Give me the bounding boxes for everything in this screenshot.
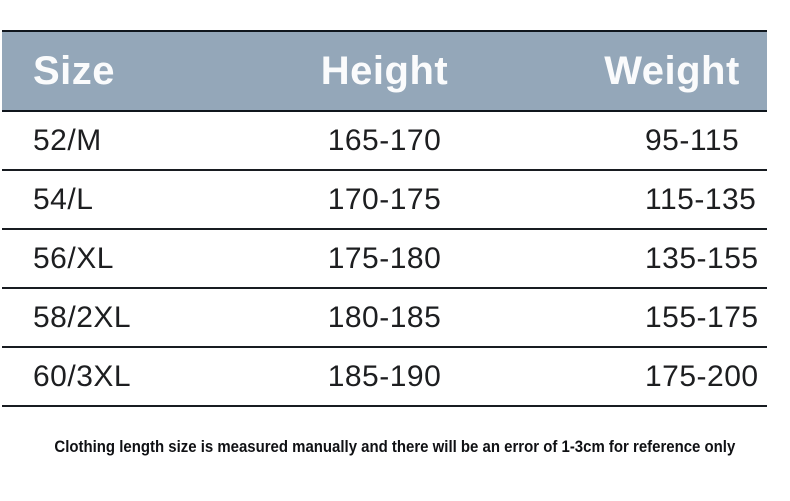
cell-height: 175-180: [327, 241, 442, 275]
cell-weight: 115-135: [645, 182, 757, 216]
table-row: 52/M 165-170 95-115: [2, 112, 767, 171]
cell-size: 58/2XL: [33, 300, 132, 334]
cell-height: 165-170: [327, 123, 442, 157]
cell-size: 60/3XL: [33, 359, 132, 393]
column-header-weight: Weight: [604, 48, 740, 93]
cell-size: 52/M: [33, 123, 102, 157]
table-row: 60/3XL 185-190 175-200: [2, 348, 767, 407]
cell-height: 170-175: [327, 182, 442, 216]
column-header-size: Size: [33, 48, 116, 93]
cell-weight: 155-175: [645, 300, 759, 334]
cell-weight: 175-200: [645, 359, 759, 393]
table-row: 56/XL 175-180 135-155: [2, 230, 767, 289]
cell-weight: 95-115: [645, 123, 740, 157]
footnote-container: Clothing length size is measured manuall…: [0, 437, 790, 457]
cell-size: 56/XL: [33, 241, 114, 275]
size-table: Size Height Weight 52/M 165-170 95-115 5…: [2, 30, 767, 407]
disclaimer-note: Clothing length size is measured manuall…: [54, 437, 736, 456]
column-header-height: Height: [320, 48, 449, 93]
table-header-row: Size Height Weight: [2, 32, 767, 112]
table-row: 58/2XL 180-185 155-175: [2, 289, 767, 348]
cell-height: 185-190: [327, 359, 442, 393]
cell-height: 180-185: [327, 300, 442, 334]
table-row: 54/L 170-175 115-135: [2, 171, 767, 230]
cell-size: 54/L: [33, 182, 94, 216]
cell-weight: 135-155: [645, 241, 759, 275]
